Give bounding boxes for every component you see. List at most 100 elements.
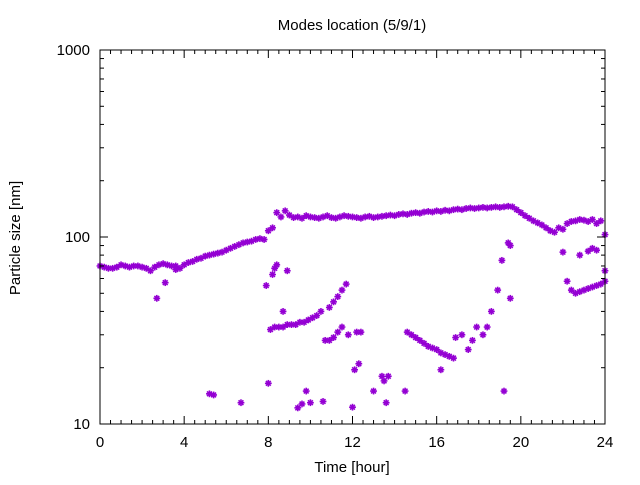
data-point [338, 286, 346, 294]
data-point [487, 308, 495, 315]
data-point [517, 209, 525, 217]
data-point [500, 387, 508, 395]
data-point [384, 372, 392, 380]
data-point [378, 212, 386, 220]
data-point [279, 323, 287, 331]
x-tick-label: 0 [96, 434, 104, 451]
data-point [429, 208, 436, 216]
data-point [588, 216, 596, 223]
data-point [317, 308, 325, 315]
data-point [452, 334, 460, 341]
data-point [551, 228, 558, 236]
data-point [298, 400, 306, 408]
data-point [334, 328, 342, 336]
data-point [473, 323, 481, 331]
x-tick-label: 12 [344, 434, 361, 451]
data-point [351, 366, 359, 374]
data-point [506, 294, 514, 302]
data-point [380, 377, 388, 385]
data-point [506, 242, 514, 249]
data-point [370, 387, 377, 395]
x-tick-label: 16 [428, 434, 445, 451]
data-point [330, 298, 337, 306]
data-point [513, 206, 521, 214]
y-tick-label: 100 [65, 229, 90, 246]
data-point [401, 387, 409, 395]
data-point [325, 304, 333, 311]
y-axis-label: Particle size [nm] [7, 181, 24, 295]
data-point [559, 225, 567, 233]
data-point [593, 246, 600, 254]
data-point [563, 277, 571, 285]
data-point [382, 399, 390, 407]
data-point [458, 331, 466, 339]
data-point [262, 282, 270, 289]
data-point [269, 224, 276, 232]
data-point [237, 399, 245, 407]
data-point [344, 331, 352, 339]
data-point [231, 243, 239, 250]
data-point [597, 217, 605, 225]
data-point [313, 312, 321, 319]
data-point [277, 213, 285, 221]
data-point [330, 334, 337, 341]
data-point [450, 354, 457, 362]
data-point [469, 336, 476, 344]
data-point [349, 403, 356, 411]
data-point [153, 294, 161, 302]
axis-ticks [99, 49, 606, 425]
data-point [576, 251, 584, 259]
x-tick-label: 4 [180, 434, 188, 451]
data-point [273, 209, 281, 217]
data-point [298, 214, 306, 222]
data-point [567, 218, 575, 225]
data-point [464, 346, 472, 353]
data-point [283, 267, 291, 275]
data-point [264, 227, 272, 235]
data-point [307, 399, 314, 407]
x-tick-labels: 0 4 8 12 16 20 24 [96, 434, 614, 451]
data-point [260, 236, 268, 243]
data-point [357, 328, 365, 336]
data-point [334, 293, 342, 301]
data-point [494, 286, 502, 294]
data-points [96, 202, 609, 412]
x-tick-label: 24 [597, 434, 614, 451]
x-tick-label: 20 [512, 434, 529, 451]
data-point [319, 398, 327, 405]
data-point [437, 366, 445, 374]
data-point [210, 391, 218, 399]
data-point [273, 261, 281, 269]
data-point [538, 221, 546, 229]
data-point [355, 360, 363, 368]
data-point [416, 336, 424, 344]
y-tick-label: 10 [73, 416, 90, 433]
data-point [487, 203, 495, 211]
data-point [420, 339, 428, 347]
data-point [483, 323, 491, 331]
data-point [450, 206, 457, 214]
chart-title: Modes location (5/9/1) [278, 17, 426, 34]
data-point [342, 280, 350, 288]
data-point [294, 404, 302, 412]
data-point [302, 387, 310, 395]
y-tick-label: 1000 [57, 42, 90, 59]
data-point [281, 207, 289, 215]
data-point [172, 266, 180, 273]
data-point [542, 224, 550, 232]
data-point [344, 212, 352, 220]
data-point [279, 308, 287, 315]
data-point [269, 271, 276, 278]
data-point [479, 331, 487, 339]
data-point [325, 336, 333, 344]
data-point [498, 256, 506, 264]
data-point [597, 280, 605, 288]
x-axis-label: Time [hour] [314, 459, 389, 476]
data-point [338, 323, 346, 331]
data-point [161, 279, 169, 287]
y-tick-labels: 10 100 1000 [57, 42, 90, 433]
data-point [559, 248, 567, 256]
